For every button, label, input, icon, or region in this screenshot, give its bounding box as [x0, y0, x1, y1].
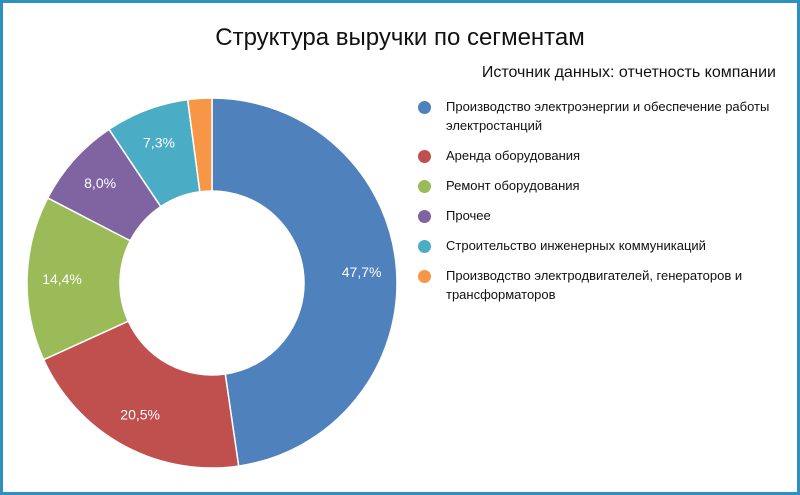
legend-swatch [418, 101, 431, 114]
legend-swatch [418, 270, 431, 283]
slice-value-label: 20,5% [120, 407, 160, 423]
legend-label: Производство электроэнергии и обеспечени… [446, 99, 770, 133]
legend-label: Производство электродвигателей, генерато… [446, 268, 743, 302]
legend-swatch [418, 240, 431, 253]
legend-item: Аренда оборудования [418, 146, 778, 165]
legend-label: Прочее [446, 208, 491, 223]
legend-swatch [418, 180, 431, 193]
legend-swatch [418, 210, 431, 223]
donut-slice [42, 320, 240, 469]
chart-subtitle: Источник данных: отчетность компании [481, 64, 776, 81]
legend-item: Производство электродвигателей, генерато… [418, 266, 778, 304]
slice-value-label: 8,0% [84, 175, 116, 191]
legend-item: Прочее [418, 206, 778, 225]
donut-slices [26, 97, 398, 469]
donut-slice-labels: 47,7% 20,5% 14,4% 8,0% 7,3% [42, 135, 381, 423]
legend-label: Строительство инженерных коммуникаций [446, 238, 706, 253]
slice-value-label: 14,4% [42, 271, 82, 287]
chart-legend: Производство электроэнергии и обеспечени… [418, 97, 778, 315]
legend-item: Производство электроэнергии и обеспечени… [418, 97, 778, 135]
chart-title: Структура выручки по сегментам [215, 24, 585, 51]
legend-label: Ремонт оборудования [446, 178, 580, 193]
legend-item: Строительство инженерных коммуникаций [418, 236, 778, 255]
slice-value-label: 7,3% [143, 135, 175, 151]
legend-item: Ремонт оборудования [418, 176, 778, 195]
legend-swatch [418, 150, 431, 163]
legend-label: Аренда оборудования [446, 148, 581, 163]
slice-value-label: 47,7% [342, 264, 382, 280]
donut-slice [211, 97, 398, 467]
donut-slice [186, 97, 213, 193]
